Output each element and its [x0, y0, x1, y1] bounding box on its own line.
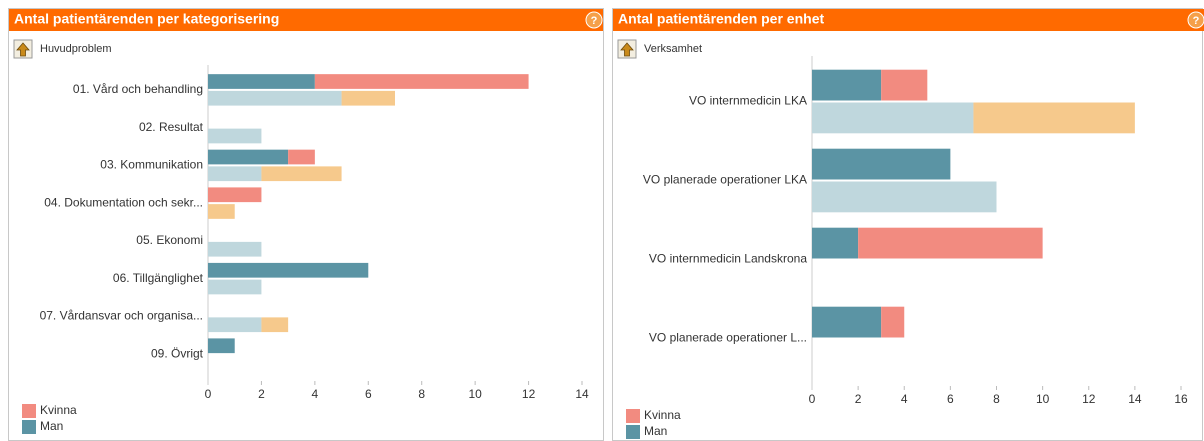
category-label: VO planerade operationer LKA [643, 173, 807, 187]
bar [261, 317, 289, 333]
panel-title: Antal patientärenden per kategorisering [14, 11, 279, 27]
legend-swatch [22, 404, 36, 418]
bar [881, 306, 905, 338]
bar [261, 166, 342, 182]
x-tick-label: 6 [947, 392, 954, 406]
x-tick-label: 8 [418, 387, 425, 401]
bar [208, 262, 369, 278]
x-tick-label: 10 [1036, 392, 1050, 406]
bar [812, 181, 997, 213]
x-tick-label: 6 [365, 387, 372, 401]
x-tick-label: 12 [1082, 392, 1096, 406]
bar [208, 317, 262, 333]
subtitle: Verksamhet [644, 43, 702, 55]
category-label: 06. Tillgänglighet [113, 271, 204, 285]
x-tick-label: 14 [1128, 392, 1142, 406]
legend-swatch [22, 420, 36, 434]
legend-label: Man [644, 424, 667, 438]
panel-frame [8, 8, 1204, 441]
x-tick-label: 12 [522, 387, 536, 401]
x-tick-label: 4 [901, 392, 908, 406]
x-tick-label: 0 [205, 387, 212, 401]
x-tick-label: 0 [809, 392, 816, 406]
bar [812, 227, 859, 259]
help-icon[interactable]: ? [1187, 11, 1204, 29]
bar [314, 74, 529, 89]
bar [208, 74, 315, 89]
bar [208, 149, 289, 165]
category-label: VO internmedicin LKA [689, 94, 807, 108]
x-tick-label: 10 [468, 387, 482, 401]
bar [208, 187, 262, 203]
bar [208, 338, 235, 354]
category-label: 03. Kommunikation [100, 158, 203, 172]
legend-swatch [626, 409, 640, 423]
x-tick-label: 2 [855, 392, 862, 406]
category-label: 05. Ekonomi [136, 233, 203, 247]
bar [208, 279, 262, 295]
bar [208, 166, 262, 182]
svg-text:?: ? [1193, 15, 1200, 27]
bar [812, 306, 882, 338]
bar [208, 128, 262, 144]
category-label: 09. Övrigt [151, 346, 204, 360]
bar [208, 90, 342, 106]
bar [812, 148, 951, 180]
drill-up-icon[interactable] [617, 39, 637, 59]
category-label: 01. Vård och behandling [73, 82, 203, 96]
bar [208, 204, 235, 219]
drill-up-icon[interactable] [13, 39, 33, 59]
x-tick-label: 8 [993, 392, 1000, 406]
x-tick-label: 4 [312, 387, 319, 401]
x-tick-label: 16 [1174, 392, 1188, 406]
bar [341, 90, 395, 106]
legend-label: Man [40, 419, 63, 433]
category-label: 02. Resultat [139, 120, 204, 134]
bar [812, 102, 974, 134]
subtitle: Huvudproblem [40, 43, 112, 55]
svg-text:?: ? [591, 15, 598, 27]
bar [208, 241, 262, 257]
legend-swatch [626, 425, 640, 439]
bar [288, 149, 315, 165]
panel-title: Antal patientärenden per enhet [618, 11, 824, 27]
x-tick-label: 14 [575, 387, 589, 401]
bar [881, 69, 928, 101]
x-tick-label: 2 [258, 387, 265, 401]
help-icon[interactable]: ? [585, 11, 603, 29]
category-label: VO planerade operationer L... [649, 331, 807, 345]
bar [812, 69, 882, 101]
bar [858, 227, 1043, 259]
legend-label: Kvinna [644, 408, 681, 422]
bar [973, 102, 1135, 134]
category-label: VO internmedicin Landskrona [649, 252, 807, 266]
category-label: 07. Vårdansvar och organisa... [40, 309, 203, 323]
category-label: 04. Dokumentation och sekr... [44, 195, 203, 209]
legend-label: Kvinna [40, 403, 77, 417]
